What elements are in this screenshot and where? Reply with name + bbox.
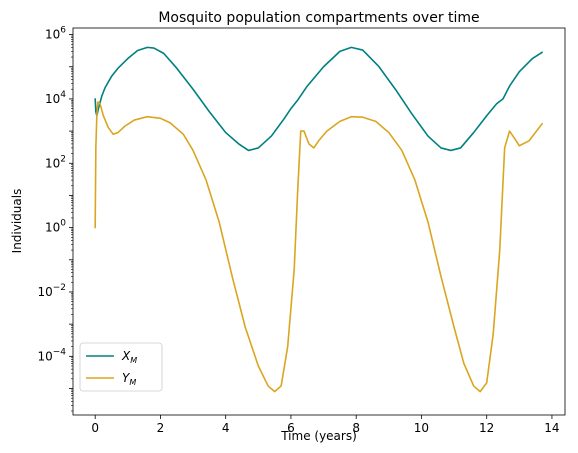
series-line-x-m [94, 46, 543, 152]
x-axis-label: Time (years) [280, 429, 357, 443]
y-tick-label: 10−2 [37, 283, 66, 299]
plot-area [94, 46, 543, 393]
y-tick-label: 100 [45, 219, 66, 235]
x-tick-label: 0 [91, 421, 99, 435]
chart-title: Mosquito population compartments over ti… [158, 10, 479, 26]
x-axis: 0 2 4 6 8 10 12 14 [91, 415, 560, 435]
legend-label: XM [121, 349, 137, 365]
legend-box [79, 342, 163, 392]
x-tick-label: 8 [352, 421, 360, 435]
y-tick-label: 10−4 [37, 347, 66, 363]
x-tick-label: 6 [287, 421, 295, 435]
legend: XM YM [79, 342, 163, 392]
y-axis-label: Individuals [10, 189, 24, 254]
y-axis: 10−4 10−2 100 102 104 106 [37, 26, 73, 412]
legend-label: YM [122, 371, 136, 387]
x-tick-label: 12 [479, 421, 494, 435]
y-tick-label: 102 [45, 154, 66, 170]
x-tick-label: 4 [222, 421, 230, 435]
plot-frame [72, 27, 566, 416]
y-tick-label: 104 [45, 90, 66, 106]
series-line-y-m [94, 101, 543, 393]
x-tick-label: 10 [414, 421, 429, 435]
y-tick-label: 106 [45, 26, 66, 42]
x-tick-label: 14 [544, 421, 559, 435]
x-tick-label: 2 [157, 421, 165, 435]
